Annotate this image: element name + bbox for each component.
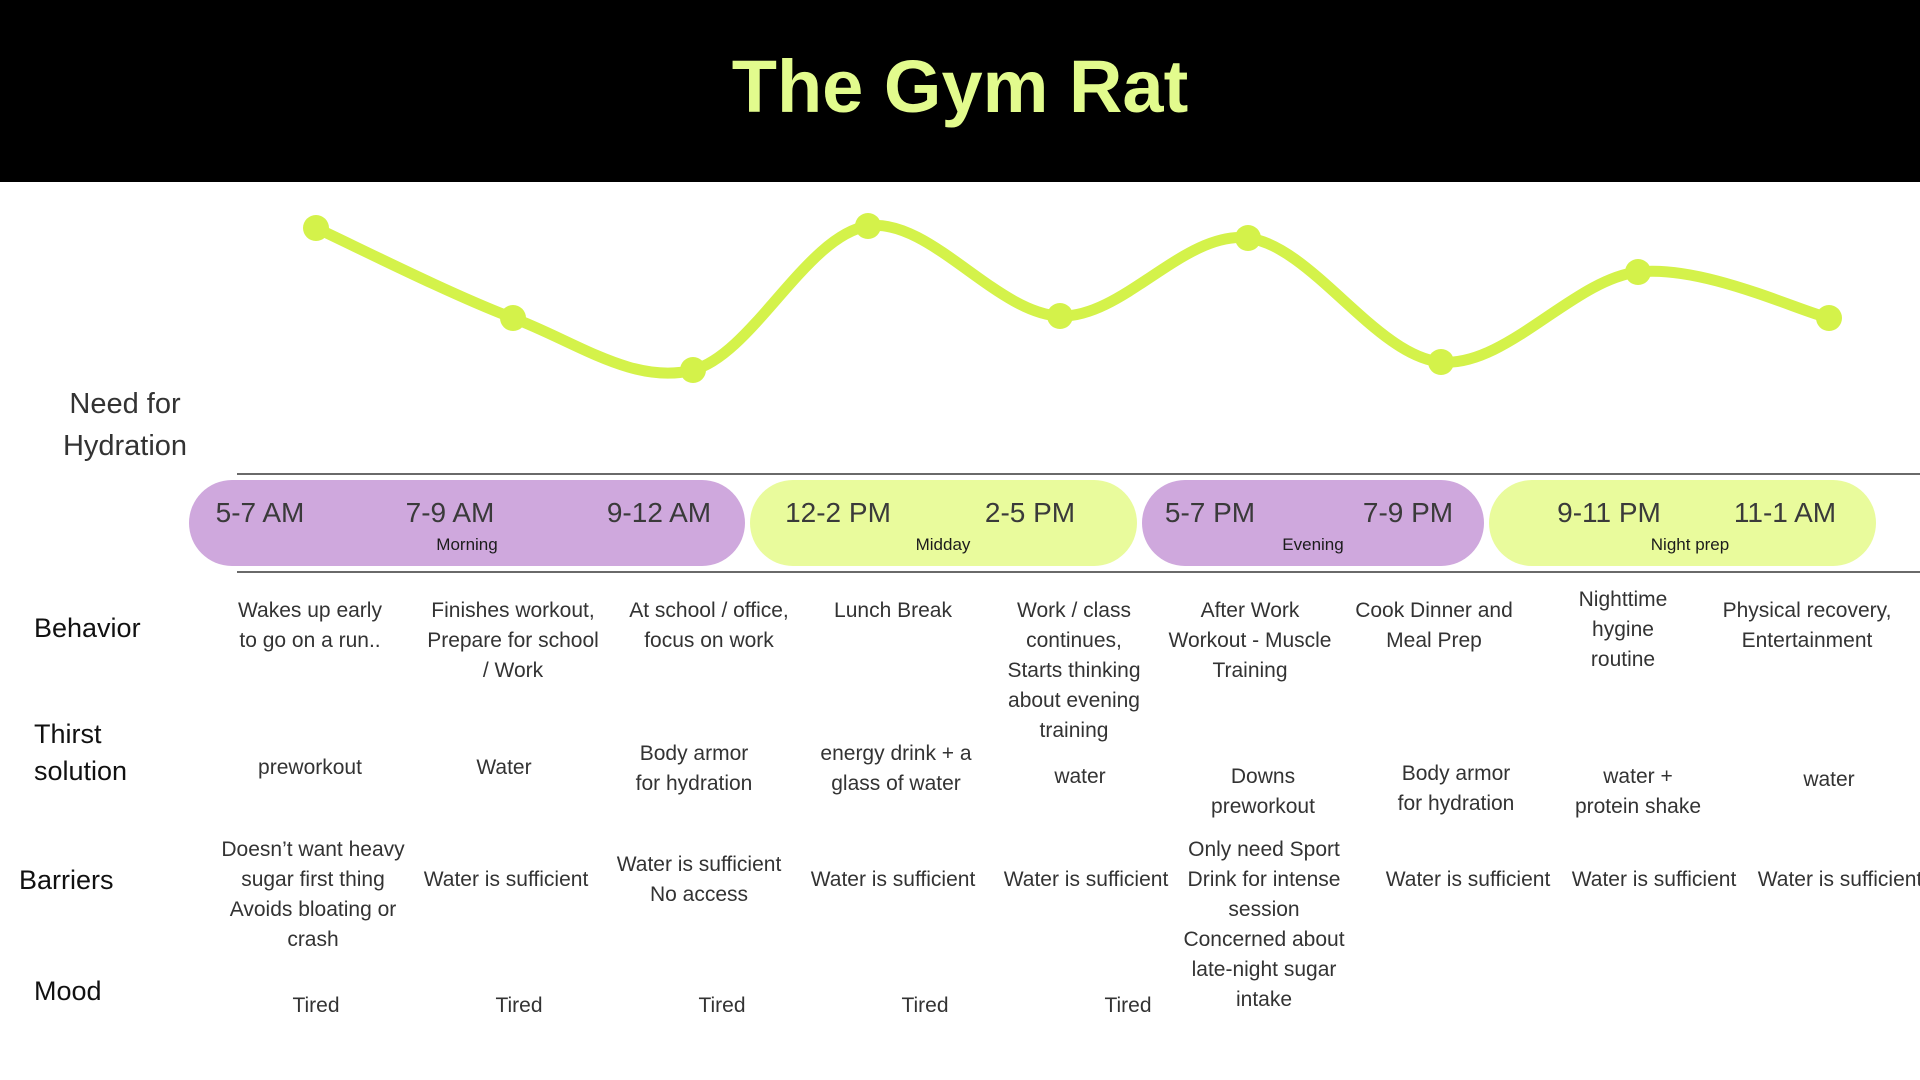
row-label-behavior: Behavior (34, 613, 141, 643)
period-pill-midday (750, 480, 1137, 566)
timeline-bottom-divider (237, 571, 1920, 573)
row-label-barriers: Barriers (19, 865, 114, 895)
barrier-cell: Water is sufficient (1385, 868, 1551, 891)
time-slot-label: 7-9 PM (1362, 497, 1454, 528)
behavior-cell: Lunch Break (834, 599, 952, 622)
hydration-point (1235, 225, 1261, 251)
thirst-solution-cell: water + protein shake (1574, 765, 1702, 818)
time-slot-label: 2-5 PM (984, 497, 1076, 528)
behavior-cell: At school / office, focus on work (629, 599, 789, 652)
period-pill-morning (189, 480, 745, 566)
hydration-point (1428, 349, 1454, 375)
barrier-cell: Only need Sport Drink for intense sessio… (1183, 838, 1345, 1011)
hydration-point (303, 215, 329, 241)
row-label-thirst-solution: Thirst solution (34, 719, 128, 786)
period-label-night-prep: Night prep (1650, 535, 1730, 554)
barrier-cell: Water is sufficient (1003, 868, 1169, 891)
page-title: The Gym Rat (731, 45, 1189, 128)
mood-cell: Tired (495, 994, 543, 1017)
behavior-cell: Physical recovery, Entertainment (1722, 599, 1892, 652)
barrier-cell: Water is sufficient (1571, 868, 1737, 891)
hydration-point (680, 357, 706, 383)
time-slot-label: 11-1 AM (1733, 497, 1837, 528)
thirst-solution-cell: water (1803, 768, 1855, 791)
period-label-midday: Midday (915, 535, 971, 554)
barrier-cell: Water is sufficient (423, 868, 589, 891)
barrier-cell: Water is sufficient (810, 868, 976, 891)
hydration-curve-line (310, 220, 1835, 379)
hydration-point (1047, 303, 1073, 329)
hydration-point (855, 213, 881, 239)
time-slot-label: 12-2 PM (785, 497, 891, 528)
period-pill-night-prep (1489, 480, 1876, 566)
behavior-cell: Wakes up early to go on a run.. (238, 599, 382, 652)
barrier-cell: Water is sufficient No access (616, 853, 782, 906)
mood-cell: Tired (901, 994, 949, 1017)
thirst-solution-cell: Body armor for hydration (1397, 762, 1515, 815)
behavior-cell: Finishes workout, Prepare for school / W… (427, 599, 599, 682)
mood-cell: Tired (1104, 994, 1152, 1017)
time-slot-label: 9-11 PM (1557, 497, 1661, 528)
time-slot-label: 5-7 AM (215, 497, 305, 528)
thirst-solution-cell: preworkout (258, 756, 362, 779)
thirst-solution-cell: Downs preworkout (1211, 765, 1315, 818)
hydration-axis-label: Need for Hydration (62, 388, 188, 462)
time-slot-label: 9-12 AM (606, 497, 712, 528)
barrier-cell: Doesn’t want heavy sugar first thing Avo… (221, 838, 405, 951)
thirst-solution-cell: Water (476, 756, 532, 779)
period-label-morning: Morning (436, 535, 498, 554)
behavior-cell: Nighttime hygine routine (1578, 588, 1668, 671)
period-pill-evening (1142, 480, 1484, 566)
timeline-top-divider (237, 473, 1920, 475)
period-label-evening: Evening (1282, 535, 1344, 554)
hydration-point (1816, 305, 1842, 331)
behavior-cell: After Work Workout - Muscle Training (1168, 599, 1332, 682)
mood-cell: Tired (292, 994, 340, 1017)
thirst-solution-cell: energy drink + a glass of water (820, 742, 972, 795)
barrier-cell: Water is sufficient (1757, 868, 1920, 891)
behavior-cell: Work / class continues, Starts thinking … (1007, 599, 1141, 742)
thirst-solution-cell: Body armor for hydration (635, 742, 753, 795)
title-banner: The Gym Rat (0, 0, 1920, 182)
row-label-mood: Mood (34, 976, 102, 1006)
hydration-point (1625, 259, 1651, 285)
time-slot-label: 5-7 PM (1164, 497, 1256, 528)
hydration-point (500, 305, 526, 331)
mood-cell: Tired (698, 994, 746, 1017)
time-slot-label: 7-9 AM (405, 497, 495, 528)
thirst-solution-cell: water (1054, 765, 1106, 788)
behavior-cell: Cook Dinner and Meal Prep (1355, 599, 1513, 652)
